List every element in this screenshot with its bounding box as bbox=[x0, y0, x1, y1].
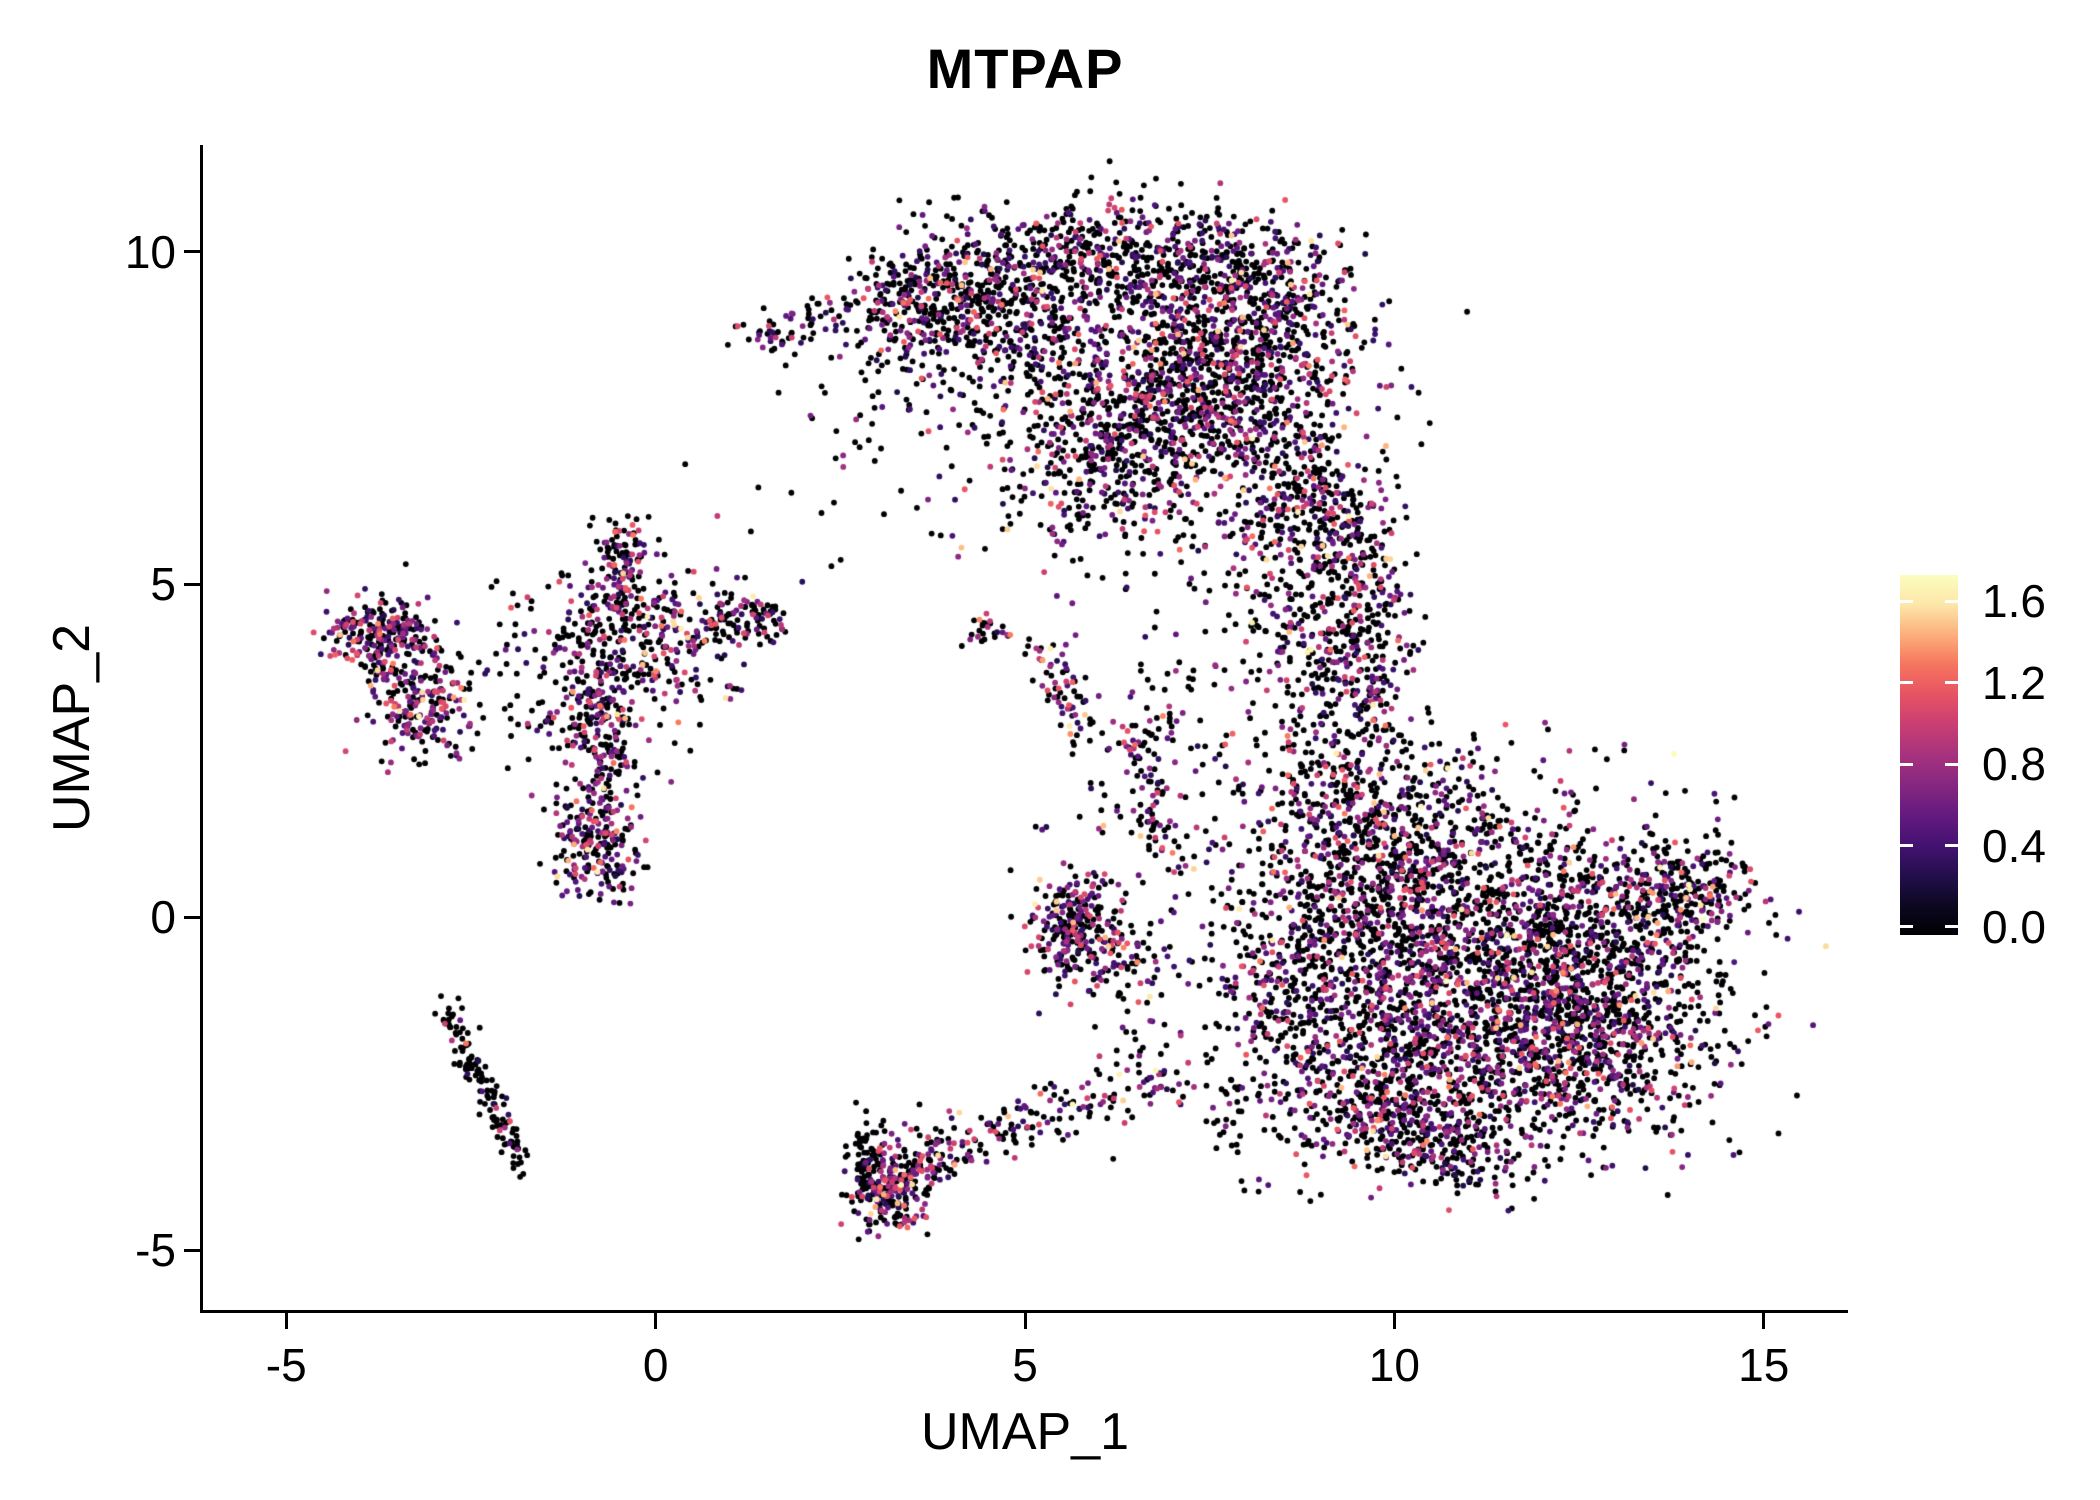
x-tick-mark bbox=[1762, 1313, 1766, 1329]
y-tick-label: 5 bbox=[150, 558, 176, 611]
y-tick-mark bbox=[184, 582, 200, 586]
legend-tick-mark bbox=[1945, 599, 1958, 603]
x-axis-title: UMAP_1 bbox=[920, 1403, 1130, 1461]
legend-tick-label: 1.2 bbox=[1982, 656, 2046, 709]
legend-colorbar bbox=[1900, 575, 1958, 935]
x-axis-line bbox=[200, 1310, 1848, 1313]
plot-title: MTPAP bbox=[926, 37, 1124, 100]
x-tick-mark bbox=[284, 1313, 288, 1329]
legend-tick-mark bbox=[1945, 762, 1958, 766]
legend-tick-label: 1.6 bbox=[1982, 575, 2046, 628]
y-tick-label: -5 bbox=[135, 1224, 176, 1277]
y-axis-line bbox=[200, 145, 203, 1313]
legend-tick-mark bbox=[1900, 844, 1913, 847]
legend-tick-label: 0.8 bbox=[1982, 738, 2046, 791]
x-tick-mark bbox=[654, 1313, 658, 1329]
legend-tick-mark bbox=[1900, 599, 1913, 603]
x-tick-label: -5 bbox=[265, 1339, 307, 1391]
legend-tick-mark bbox=[1945, 844, 1958, 847]
legend-tick-mark bbox=[1945, 681, 1958, 685]
legend-tick-mark bbox=[1900, 762, 1913, 766]
legend-tick-label: 0.4 bbox=[1982, 819, 2046, 872]
y-tick-mark bbox=[184, 915, 200, 919]
legend-tick-mark bbox=[1945, 925, 1958, 929]
y-axis-title: UMAP_2 bbox=[43, 623, 101, 833]
y-tick-label: 0 bbox=[150, 891, 176, 944]
legend-tick-label: 0.0 bbox=[1982, 900, 2046, 953]
legend-tick-mark bbox=[1900, 681, 1913, 685]
x-tick-label: 0 bbox=[642, 1339, 669, 1391]
y-tick-mark bbox=[184, 1248, 200, 1252]
y-tick-label: 10 bbox=[124, 225, 176, 278]
x-tick-mark bbox=[1392, 1313, 1396, 1329]
x-tick-mark bbox=[1023, 1313, 1027, 1329]
x-tick-label: 15 bbox=[1738, 1339, 1790, 1391]
x-tick-label: 5 bbox=[1012, 1339, 1038, 1391]
y-tick-mark bbox=[184, 250, 200, 253]
legend-tick-mark bbox=[1900, 925, 1913, 929]
x-tick-label: 10 bbox=[1368, 1339, 1420, 1391]
